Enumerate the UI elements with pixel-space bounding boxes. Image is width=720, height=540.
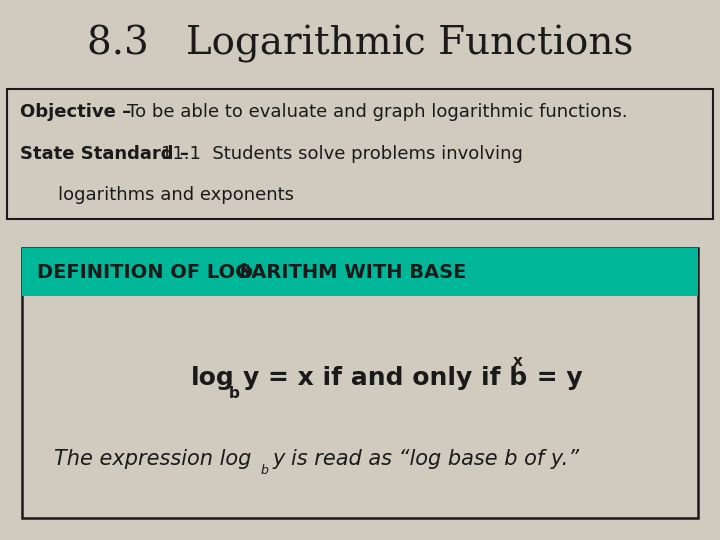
- Text: DEFINITION OF LOGARITHM WITH BASE: DEFINITION OF LOGARITHM WITH BASE: [37, 262, 474, 282]
- Text: log: log: [191, 366, 235, 390]
- Text: b: b: [229, 386, 240, 401]
- Text: logarithms and exponents: logarithms and exponents: [58, 186, 294, 204]
- Text: State Standard –: State Standard –: [20, 145, 195, 163]
- Text: x: x: [513, 354, 523, 369]
- Text: Objective –: Objective –: [20, 104, 138, 122]
- Text: 11.1  Students solve problems involving: 11.1 Students solve problems involving: [161, 145, 523, 163]
- Bar: [7, 89, 713, 219]
- Text: y is read as “log base b of y.”: y is read as “log base b of y.”: [272, 449, 580, 469]
- Text: y = x if and only if b: y = x if and only if b: [243, 366, 528, 390]
- Text: b: b: [238, 262, 252, 282]
- Bar: [22, 248, 698, 518]
- Text: b: b: [261, 464, 269, 477]
- Text: 8.3   Logarithmic Functions: 8.3 Logarithmic Functions: [87, 25, 633, 63]
- Text: The expression log: The expression log: [54, 449, 251, 469]
- Text: = y: = y: [528, 366, 583, 390]
- Bar: [22, 248, 698, 296]
- Text: To be able to evaluate and graph logarithmic functions.: To be able to evaluate and graph logarit…: [127, 104, 627, 122]
